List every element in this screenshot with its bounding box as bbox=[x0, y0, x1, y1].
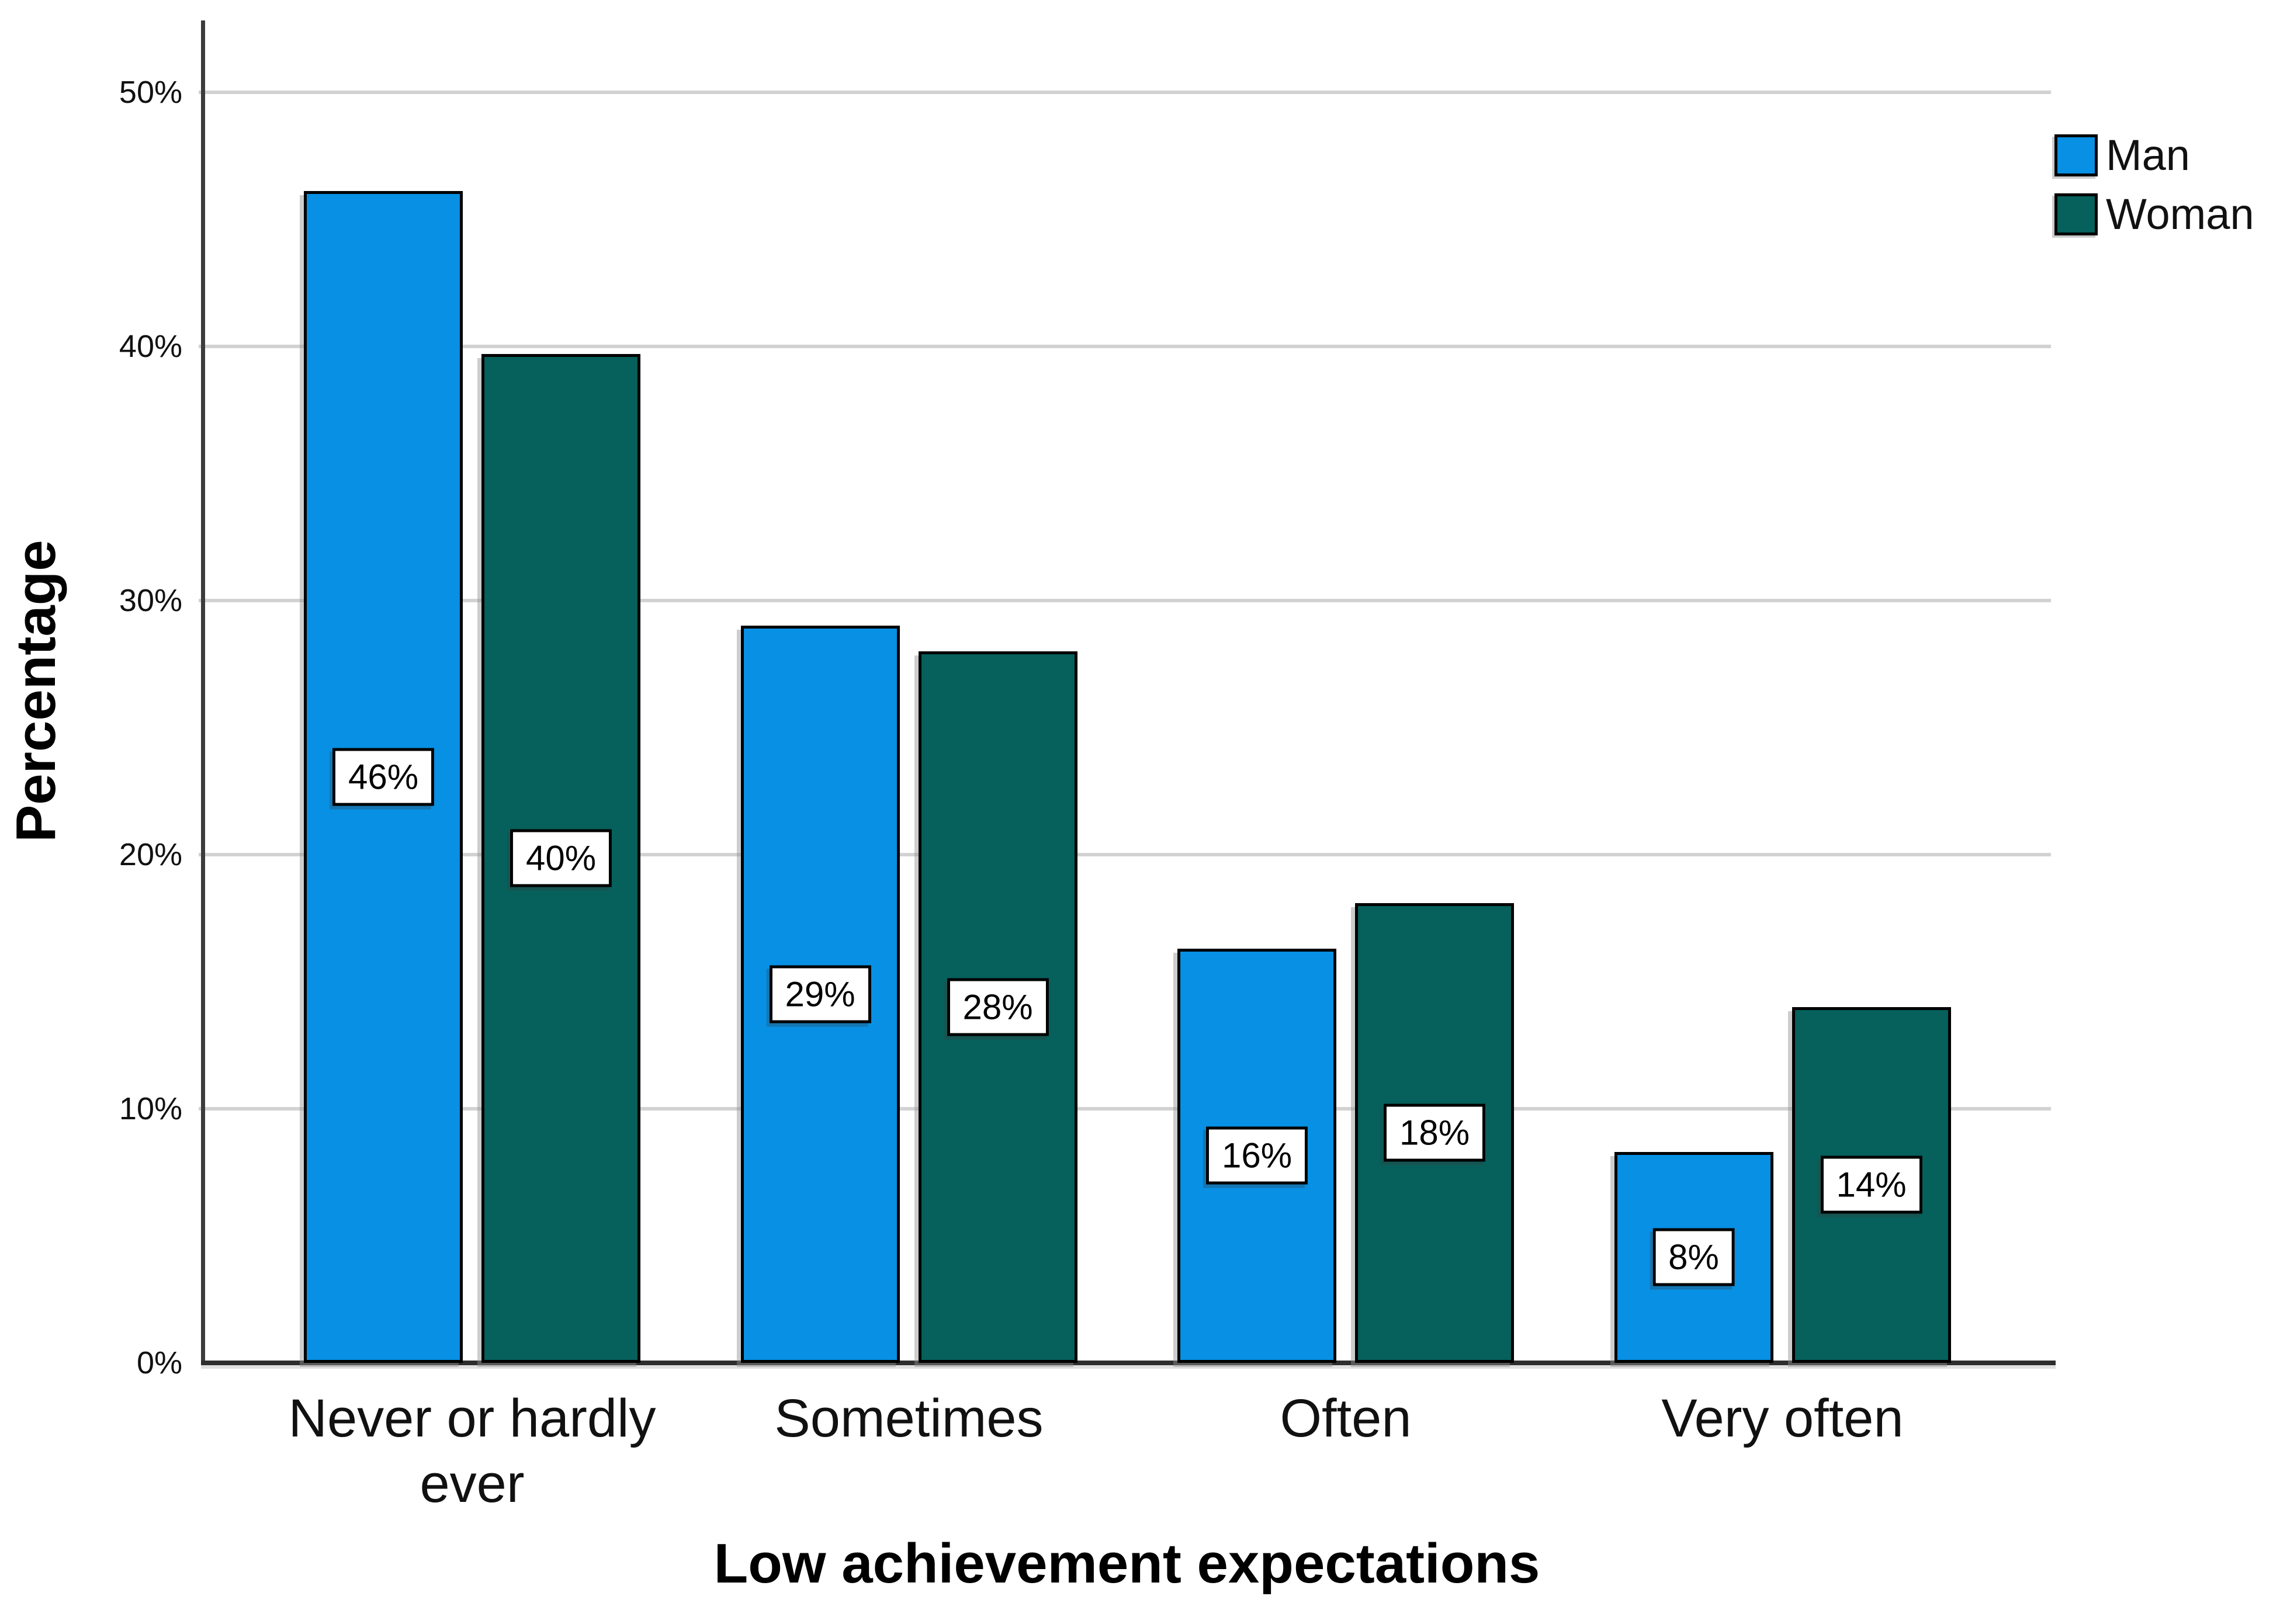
bar-value-label-man-1: 46% bbox=[332, 748, 435, 806]
category-label-2: Sometimes bbox=[774, 1389, 1044, 1448]
category-label-1: Never or hardly ever bbox=[288, 1389, 656, 1514]
y-tick-label-30: 30% bbox=[119, 582, 182, 618]
gridline-40 bbox=[199, 344, 2051, 348]
y-tick-label-50: 50% bbox=[119, 74, 182, 110]
legend: Man Woman bbox=[2054, 130, 2254, 239]
bar-value-label-man-4: 8% bbox=[1652, 1228, 1735, 1286]
legend-item-woman: Woman bbox=[2054, 189, 2254, 239]
x-axis-line bbox=[201, 1361, 2056, 1365]
gridline-50 bbox=[199, 90, 2051, 94]
bar-value-label-woman-3: 18% bbox=[1383, 1104, 1486, 1162]
y-tick-label-40: 40% bbox=[119, 328, 182, 364]
bar-value-label-man-3: 16% bbox=[1205, 1126, 1308, 1185]
y-tick-label-10: 10% bbox=[119, 1091, 182, 1126]
legend-item-man: Man bbox=[2054, 130, 2254, 180]
bar-value-label-man-2: 29% bbox=[769, 965, 871, 1023]
y-axis-line bbox=[201, 20, 205, 1364]
bar-value-label-woman-2: 28% bbox=[947, 978, 1049, 1036]
gridline-10 bbox=[199, 1106, 2051, 1111]
legend-label-woman: Woman bbox=[2106, 190, 2254, 238]
category-label-3: Often bbox=[1280, 1389, 1412, 1448]
category-label-4: Very often bbox=[1661, 1389, 1904, 1448]
legend-swatch-woman bbox=[2054, 193, 2098, 235]
gridline-20 bbox=[199, 852, 2051, 856]
legend-swatch-man bbox=[2054, 134, 2098, 176]
y-tick-label-20: 20% bbox=[119, 837, 182, 872]
bar-value-label-woman-4: 14% bbox=[1820, 1155, 1922, 1214]
legend-label-man: Man bbox=[2106, 131, 2190, 179]
gridline-30 bbox=[199, 598, 2051, 602]
x-axis-title: Low achievement expectations bbox=[713, 1532, 1540, 1595]
y-tick-label-0: 0% bbox=[136, 1345, 182, 1380]
bar-value-label-woman-1: 40% bbox=[510, 829, 612, 887]
